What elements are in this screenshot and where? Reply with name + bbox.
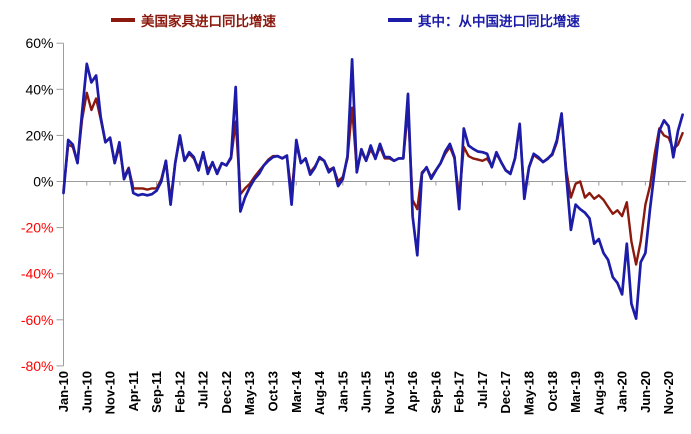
x-tick-label: May-18 — [522, 371, 537, 415]
legend-item-china: 其中：从中国进口同比增速 — [388, 10, 580, 30]
x-tick-label: Apr-11 — [126, 371, 141, 411]
y-tick-label: 20% — [25, 127, 53, 143]
series-line-china-imports — [62, 57, 684, 320]
x-tick-label: Dec-12 — [219, 371, 234, 414]
x-tick-label: Sep-16 — [428, 371, 443, 414]
x-tick-label: Feb-12 — [172, 371, 187, 413]
y-tick-label: -20% — [21, 220, 54, 236]
us-series-swatch — [111, 18, 135, 22]
x-tick-label: Jan-20 — [615, 371, 630, 412]
y-tick-label: -80% — [21, 358, 54, 374]
x-tick-label: Mar-19 — [568, 371, 583, 413]
x-tick-label: Nov-20 — [661, 371, 676, 414]
china-series-label: 其中：从中国进口同比增速 — [418, 14, 580, 29]
x-tick-label: Jul-12 — [196, 371, 211, 409]
x-tick-label: Aug-14 — [312, 370, 327, 415]
x-tick-label: Nov-10 — [103, 371, 118, 414]
y-tick-label: -40% — [21, 266, 54, 282]
us-series-label: 美国家具进口同比增速 — [141, 14, 276, 29]
y-tick-label: 40% — [25, 81, 53, 97]
x-tick-label: May-13 — [242, 371, 257, 415]
y-tick-label: 0% — [33, 174, 53, 190]
x-tick-label: Mar-14 — [289, 370, 304, 413]
y-tick-label: 60% — [25, 35, 53, 51]
x-tick-label: Jul-17 — [475, 371, 490, 409]
x-tick-label: Sep-11 — [149, 371, 164, 413]
x-tick-label: Feb-17 — [452, 371, 467, 413]
x-tick-label: Oct-13 — [265, 371, 280, 411]
y-tick-label: -60% — [21, 312, 54, 328]
x-tick-label: Apr-16 — [405, 371, 420, 412]
x-tick-label: Jan-10 — [56, 371, 71, 412]
x-tick-label: Jun-15 — [359, 371, 374, 413]
china-series-swatch — [388, 18, 412, 22]
x-tick-label: Dec-17 — [498, 371, 513, 414]
x-tick-label: Oct-18 — [545, 371, 560, 411]
x-tick-label: Jun-10 — [79, 371, 94, 413]
x-tick-label: Aug-19 — [591, 371, 606, 415]
x-tick-label: Jun-20 — [638, 371, 653, 413]
legend: 美国家具进口同比增速 其中：从中国进口同比增速 — [0, 10, 691, 30]
x-tick-label: Nov-15 — [382, 371, 397, 414]
x-tick-label: Jan-15 — [335, 371, 350, 412]
series-line-us-furniture-imports — [62, 91, 684, 266]
legend-item-us: 美国家具进口同比增速 — [111, 10, 276, 30]
